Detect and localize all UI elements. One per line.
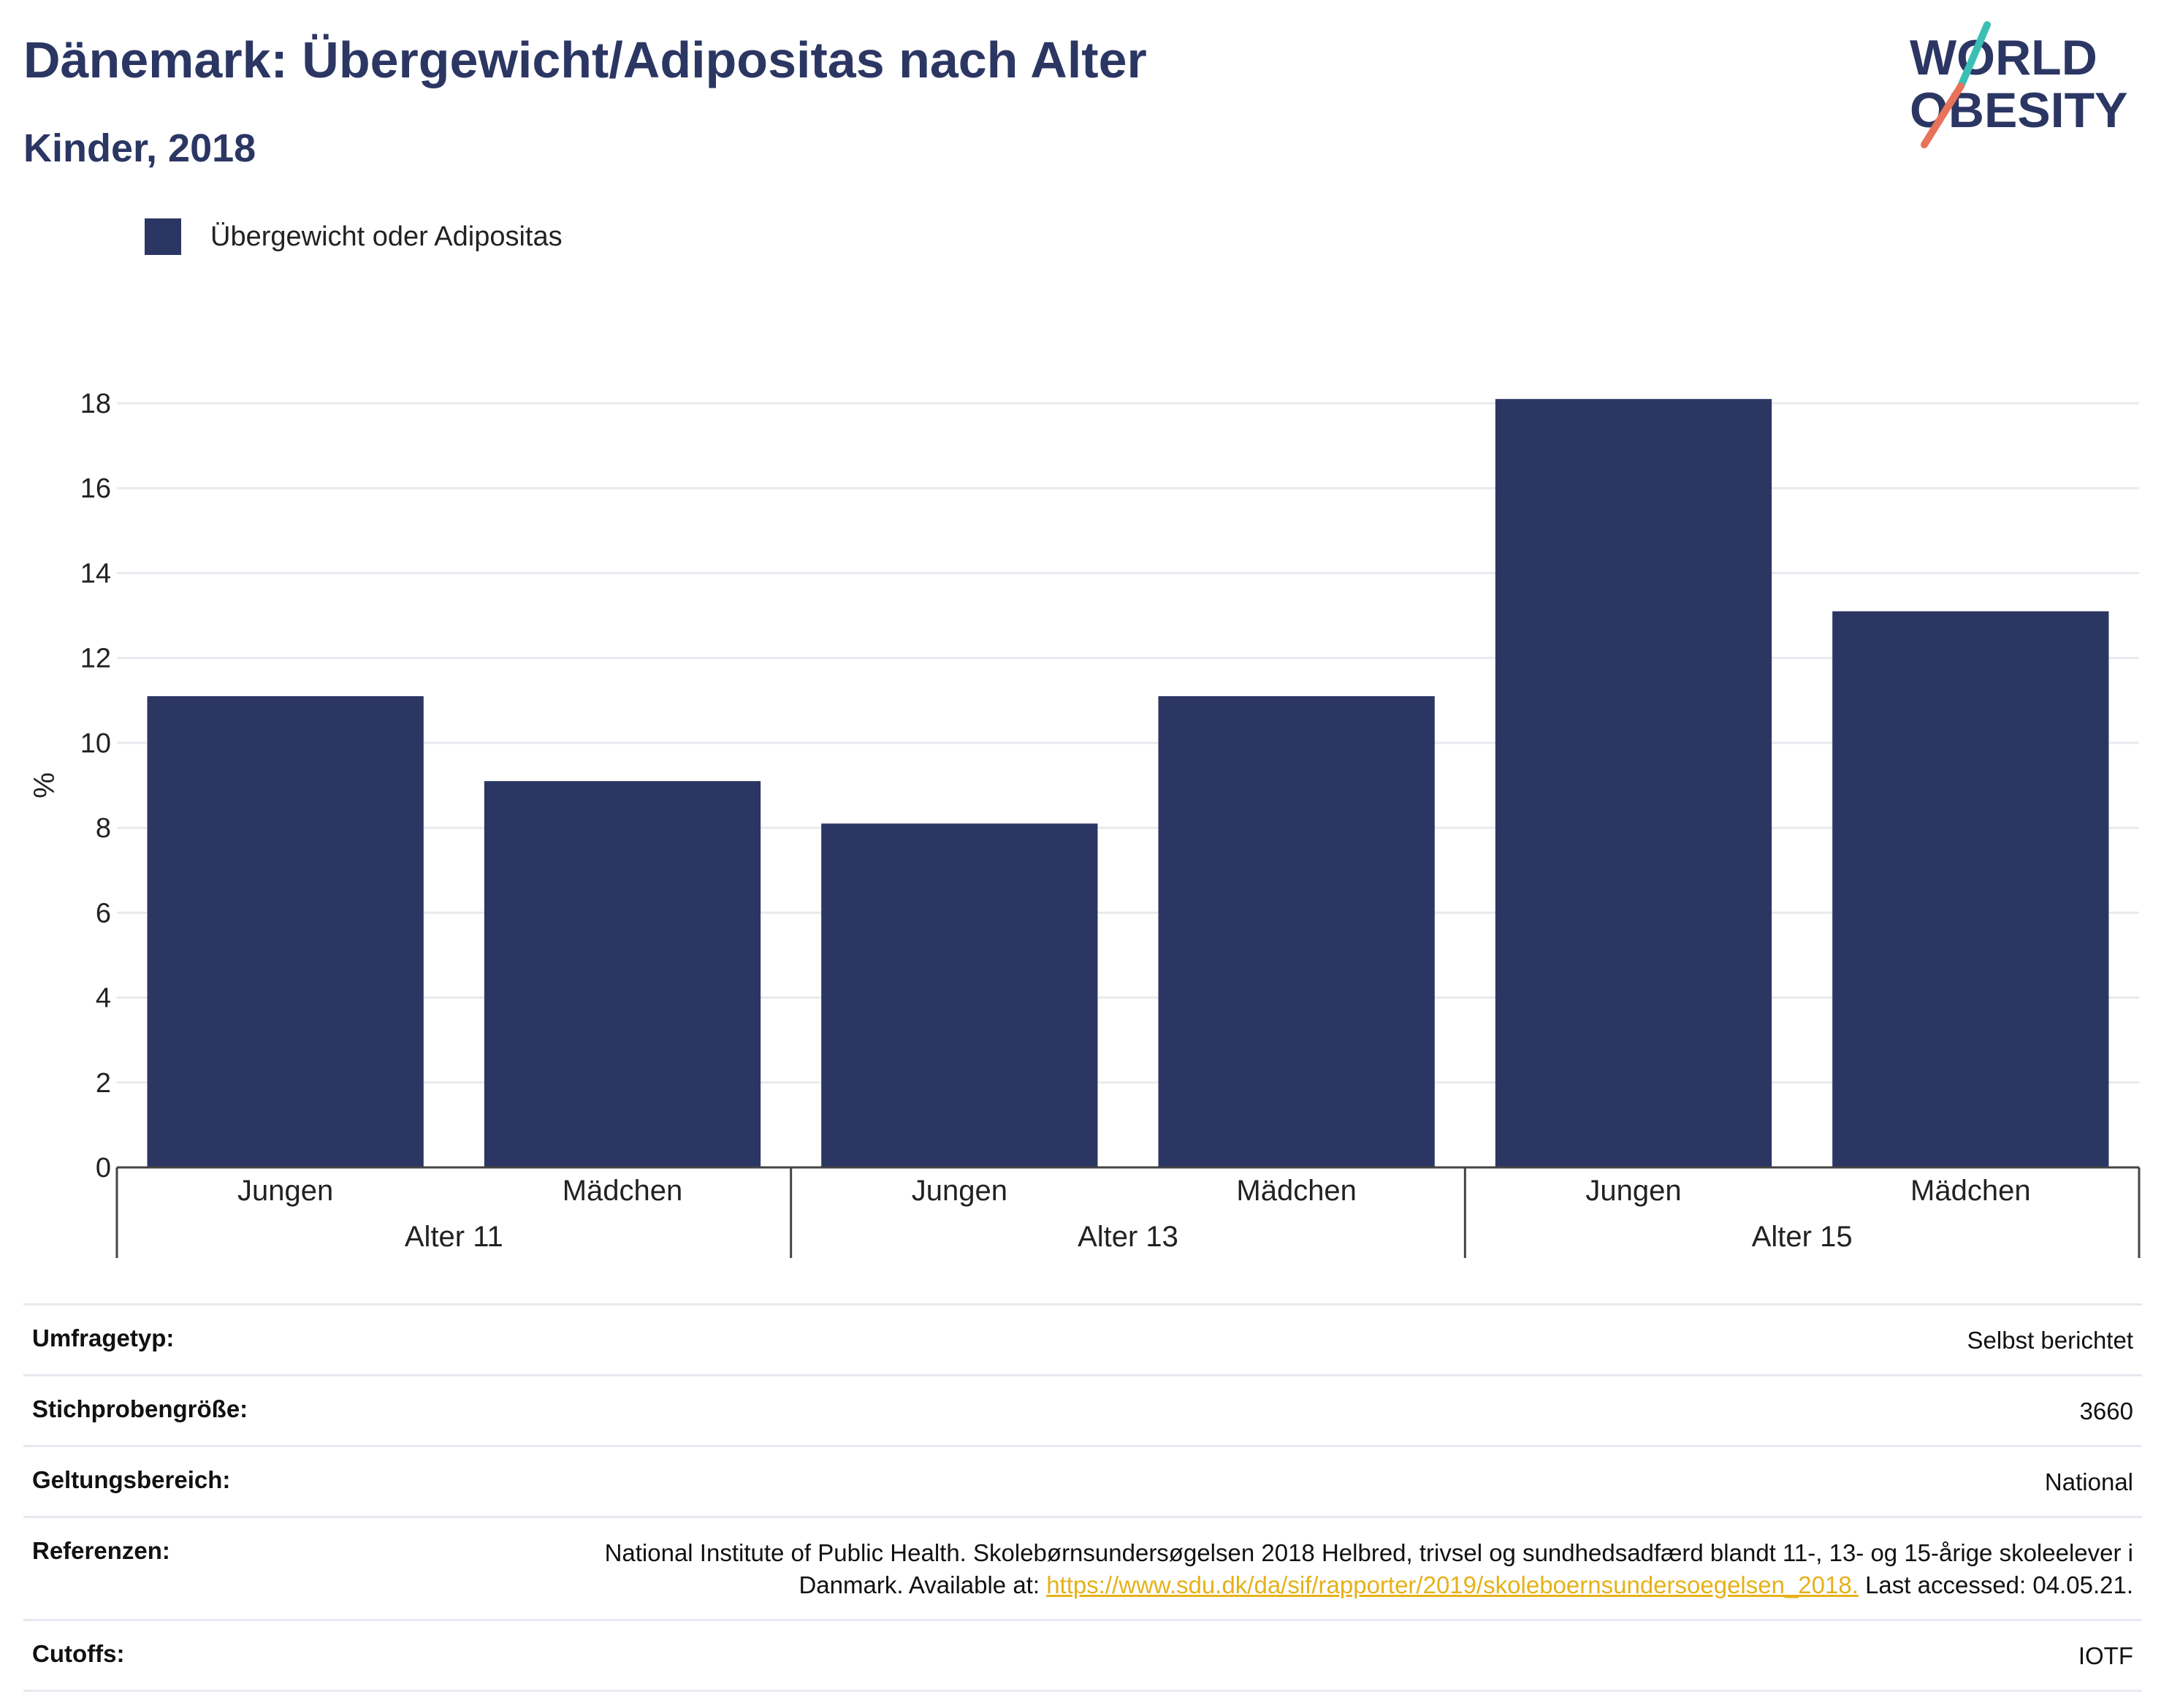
y-tick-label: 8 xyxy=(96,813,111,844)
x-tick-label: Mädchen xyxy=(563,1175,683,1207)
y-tick-label: 12 xyxy=(80,644,111,674)
y-tick-label: 14 xyxy=(80,558,111,589)
x-tick-label: Jungen xyxy=(237,1175,333,1207)
x-group-label: Alter 15 xyxy=(1752,1221,1853,1253)
info-label: Referenzen: xyxy=(32,1537,170,1564)
info-label: Stichprobengröße: xyxy=(32,1395,248,1422)
y-tick-label: 2 xyxy=(96,1068,111,1099)
info-value: Selbst berichtet xyxy=(1967,1327,2133,1354)
bar xyxy=(1158,695,1435,1167)
y-tick-label: 0 xyxy=(96,1153,111,1183)
logo-line1: WORLD xyxy=(1910,30,2097,85)
info-row-cutoffs: Cutoffs: IOTF xyxy=(23,1621,2142,1692)
x-tick-label: Jungen xyxy=(1585,1175,1681,1207)
logo-slash-top xyxy=(1957,21,1991,90)
page-title: Dänemark: Übergewicht/Adipositas nach Al… xyxy=(23,31,1147,88)
info-row-sample-size: Stichprobengröße: 3660 xyxy=(23,1376,2142,1447)
info-label: Geltungsbereich: xyxy=(32,1466,231,1493)
y-axis-label: % xyxy=(28,772,61,798)
reference-text-after: Last accessed: 04.05.21. xyxy=(1858,1571,2133,1598)
x-group-label: Alter 11 xyxy=(405,1221,503,1253)
info-label: Cutoffs: xyxy=(32,1640,125,1667)
bar xyxy=(1832,611,2109,1167)
info-row-references: Referenzen: National Institute of Public… xyxy=(23,1518,2142,1621)
reference-text-before: National Institute of Public Health. Sko… xyxy=(604,1539,2133,1598)
x-tick-label: Mädchen xyxy=(1910,1175,2031,1207)
y-tick-label: 4 xyxy=(96,983,111,1014)
x-group-label: Alter 13 xyxy=(1078,1221,1178,1253)
world-obesity-logo: WORLD OBESITY xyxy=(1910,21,2128,148)
info-value: 3660 xyxy=(2079,1398,2133,1425)
reference-link[interactable]: https://www.sdu.dk/da/sif/rapporter/2019… xyxy=(1046,1571,1859,1598)
x-tick-label: Mädchen xyxy=(1236,1175,1357,1207)
bar xyxy=(484,781,761,1167)
y-tick-label: 16 xyxy=(80,473,111,504)
legend-label: Übergewicht oder Adipositas xyxy=(210,221,563,252)
y-tick-label: 6 xyxy=(96,898,111,929)
info-value: IOTF xyxy=(2078,1642,2133,1669)
info-value: National xyxy=(2044,1468,2133,1495)
bar xyxy=(1495,399,1772,1167)
info-label: Umfragetyp: xyxy=(32,1324,175,1351)
y-tick-label: 18 xyxy=(80,389,111,419)
bar xyxy=(821,823,1098,1167)
bar xyxy=(147,695,424,1167)
info-row-scope: Geltungsbereich: National xyxy=(23,1447,2142,1518)
logo-slash-bottom xyxy=(1921,83,1964,148)
info-row-survey-type: Umfragetyp: Selbst berichtet xyxy=(23,1305,2142,1376)
legend-swatch xyxy=(145,218,181,255)
y-tick-label: 10 xyxy=(80,728,111,759)
chart-legend[interactable]: Übergewicht oder Adipositas xyxy=(145,216,563,257)
references-text: National Institute of Public Health. Sko… xyxy=(599,1537,2133,1601)
page-subtitle: Kinder, 2018 xyxy=(23,126,256,170)
x-tick-label: Jungen xyxy=(912,1175,1007,1207)
info-table: Umfragetyp: Selbst berichtet Stichproben… xyxy=(23,1303,2142,1692)
bar-chart: 0 2 4 6 8 10 12 14 16 18% Jungen Mädchen Alter 11 Jun… xyxy=(28,389,2141,1258)
